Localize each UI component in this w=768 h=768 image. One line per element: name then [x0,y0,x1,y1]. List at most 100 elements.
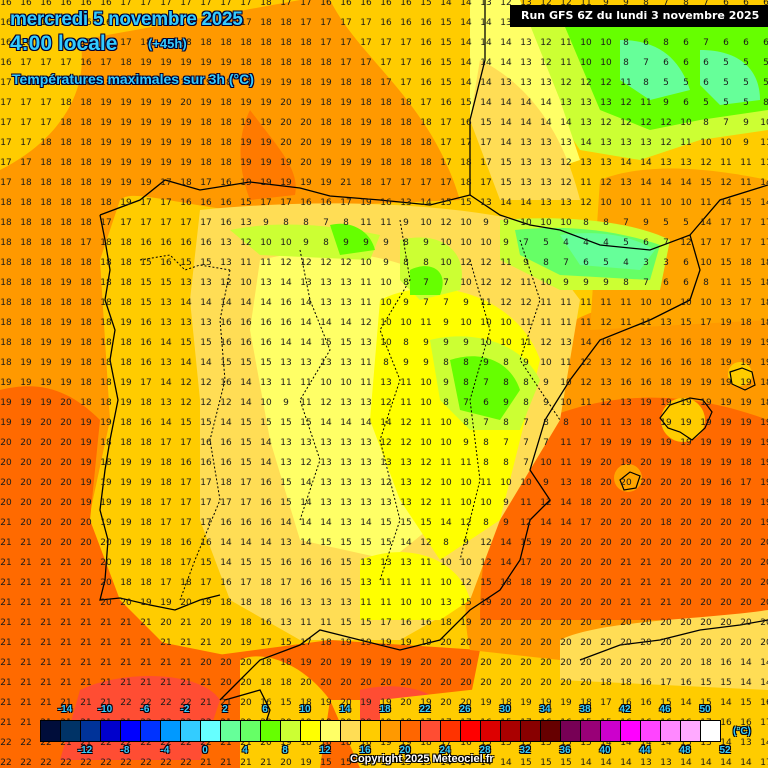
grid-value: 3 [663,258,669,268]
grid-value: 13 [360,578,372,588]
grid-value: 16 [180,238,192,248]
grid-value: 20 [340,698,352,708]
grid-value: 19 [240,118,252,128]
grid-value: 13 [380,458,392,468]
grid-value: 15 [280,418,292,428]
grid-value: 18 [220,98,232,108]
grid-value: 18 [760,378,768,388]
grid-value: 10 [500,338,512,348]
grid-value: 13 [520,38,532,48]
grid-value: 16 [140,358,152,368]
grid-value: 17 [420,178,432,188]
grid-value: 10 [260,398,272,408]
grid-value: 11 [560,58,572,68]
grid-value: 18 [80,198,92,208]
grid-value: 17 [140,0,152,8]
grid-value: 22 [20,738,32,748]
grid-value: 20 [20,438,32,448]
legend-swatch [121,721,141,741]
grid-value: 19 [140,598,152,608]
grid-value: 20 [480,678,492,688]
grid-value: 19 [700,478,712,488]
grid-value: 20 [320,658,332,668]
grid-value: 18 [160,38,172,48]
grid-value: 9 [403,358,409,368]
legend-label-bottom: 36 [559,745,571,756]
grid-value: 14 [460,58,472,68]
grid-value: 17 [340,18,352,28]
grid-value: 18 [300,38,312,48]
grid-value: 13 [260,378,272,388]
grid-value: 17 [300,638,312,648]
grid-value: 17 [160,198,172,208]
grid-value: 16 [240,318,252,328]
grid-value: 22 [140,758,152,768]
legend-swatch [41,721,61,741]
grid-value: 21 [340,178,352,188]
grid-value: 10 [460,478,472,488]
grid-value: 17 [40,58,52,68]
grid-value: 18 [100,378,112,388]
grid-value: 12 [180,378,192,388]
grid-value: 17 [0,98,12,108]
grid-value: 16 [220,458,232,468]
grid-value: 17 [700,238,712,248]
grid-value: 19 [140,118,152,128]
grid-value: 20 [180,98,192,108]
grid-value: 15 [500,158,512,168]
grid-value: 8 [663,38,669,48]
legend-label-top: -6 [140,704,150,715]
grid-value: 9 [543,378,549,388]
grid-value: 18 [580,498,592,508]
grid-value: 20 [680,618,692,628]
grid-value: 18 [60,98,72,108]
grid-value: 6 [703,78,709,88]
grid-value: 13 [200,318,212,328]
grid-value: 17 [160,498,172,508]
grid-value: 15 [560,738,572,748]
grid-value: 10 [600,58,612,68]
grid-value: 20 [740,558,752,568]
grid-value: 14 [540,98,552,108]
grid-value: 20 [600,618,612,628]
grid-value: 16 [40,18,52,28]
grid-value: 19 [80,418,92,428]
grid-value: 18 [300,738,312,748]
grid-value: 12 [380,398,392,408]
grid-value: 18 [200,158,212,168]
grid-value: 18 [0,278,12,288]
grid-value: 16 [240,338,252,348]
grid-value: 18 [0,218,12,228]
grid-value: 19 [400,638,412,648]
grid-value: 16 [320,0,332,8]
grid-value: 18 [20,258,32,268]
grid-value: 13 [300,358,312,368]
grid-value: 18 [40,318,52,328]
grid-value: 19 [240,98,252,108]
grid-value: 19 [160,78,172,88]
grid-value: 12 [680,238,692,248]
grid-value: 15 [720,258,732,268]
grid-value: 19 [180,118,192,128]
legend-swatch [201,721,221,741]
grid-value: 16 [160,238,172,248]
grid-value: 8 [463,378,469,388]
grid-value: 18 [220,118,232,128]
grid-value: 13 [280,538,292,548]
grid-value: 12 [520,518,532,528]
grid-value: 20 [540,558,552,568]
grid-value: 10 [280,238,292,248]
grid-value: 18 [40,198,52,208]
grid-value: 12 [500,278,512,288]
grid-value: 22 [120,758,132,768]
grid-value: 12 [560,158,572,168]
grid-value: 9 [623,0,629,8]
grid-value: 19 [640,438,652,448]
grid-value: 13 [480,198,492,208]
grid-value: 15 [660,698,672,708]
grid-value: 19 [100,518,112,528]
grid-value: 8 [503,378,509,388]
grid-value: 15 [400,758,412,768]
grid-value: 8 [703,278,709,288]
grid-value: 20 [500,678,512,688]
